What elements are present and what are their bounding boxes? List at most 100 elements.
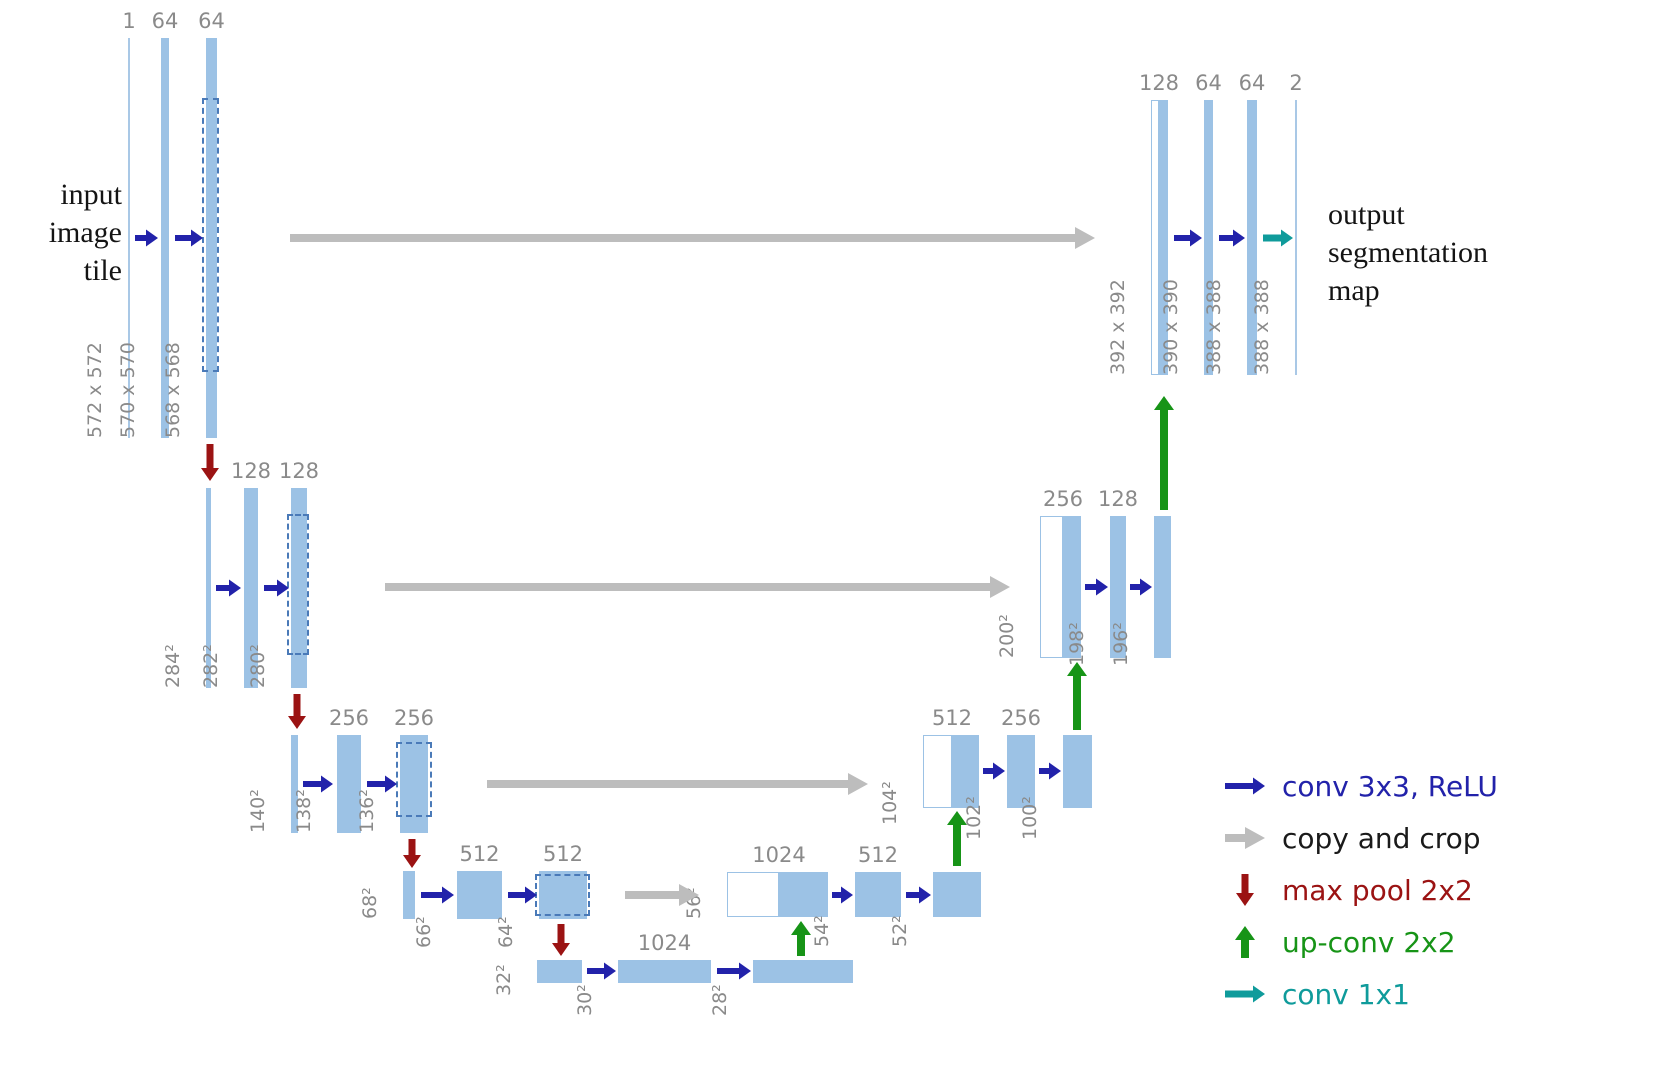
spatial-size-label: 280² — [247, 644, 269, 688]
channels-count-label: 64 — [1195, 71, 1222, 95]
channels-count-label: 512 — [542, 842, 584, 866]
feature-map-bar — [855, 872, 901, 917]
channels-count-label: 1 — [122, 9, 136, 33]
feature-map-bar — [403, 871, 415, 919]
label-line: image — [48, 216, 122, 249]
upconv-arrow-icon — [1235, 926, 1255, 958]
channels-count-label: 64 — [151, 9, 179, 33]
legend-item-conv-1x1: conv 1x1 — [1218, 974, 1498, 1014]
conv1x1-arrow-icon — [1225, 985, 1265, 1003]
feature-map-bar — [244, 488, 258, 688]
spatial-size-label: 30² — [574, 984, 596, 1016]
feature-map-bar — [539, 871, 587, 919]
feature-map-bar — [753, 960, 853, 983]
spatial-size-label: 66² — [413, 916, 435, 948]
feature-map-bar — [291, 488, 307, 688]
feature-map-bar — [1295, 100, 1297, 375]
legend-label-conv-1x1: conv 1x1 — [1282, 977, 1410, 1011]
feature-map-bar — [1110, 516, 1126, 658]
legend-label-copy-and-crop: copy and crop — [1282, 821, 1481, 855]
spatial-size-label: 200² — [996, 614, 1018, 658]
spatial-size-label: 388 x 388 — [1203, 279, 1225, 375]
label-line: segmentation — [1328, 236, 1488, 269]
spatial-size-label: 104² — [879, 781, 901, 825]
crop-region-overlay — [202, 98, 219, 372]
channels-count-label: 512 — [931, 706, 973, 730]
legend-label-conv-3x3-relu: conv 3x3, ReLU — [1282, 769, 1498, 803]
spatial-size-label: 68² — [359, 887, 381, 919]
feature-map-copied-bar — [727, 872, 779, 917]
feature-map-copied-bar — [1151, 100, 1159, 375]
feature-map-bar — [779, 872, 828, 917]
legend-item-up-conv-2x2: up-conv 2x2 — [1218, 922, 1498, 962]
channels-count-label: 128 — [230, 459, 272, 483]
spatial-size-label: 140² — [247, 789, 269, 833]
up-conv-2x2-arrow-icon — [1235, 926, 1255, 958]
spatial-size-label: 390 x 390 — [1160, 279, 1182, 375]
conv-3x3-relu-arrow-icon — [1225, 777, 1265, 795]
conv-1x1-icon-box — [1218, 981, 1272, 1007]
spatial-size-label: 568 x 568 — [162, 342, 184, 438]
pool-arrow-icon — [1236, 874, 1254, 906]
legend-item-max-pool-2x2: max pool 2x2 — [1218, 870, 1498, 910]
label-line: output — [1328, 198, 1405, 231]
copy-arrow-icon — [1225, 827, 1265, 849]
channels-count-label: 1024 — [752, 843, 806, 867]
feature-map-bar — [952, 735, 979, 808]
conv-3x3-relu-icon-box — [1218, 773, 1272, 799]
legend: conv 3x3, ReLU copy and crop max pool 2x2 u… — [1218, 766, 1498, 1014]
channels-count-label: 2 — [1289, 71, 1303, 95]
feature-map-bar — [537, 960, 582, 983]
channels-count-label: 256 — [1000, 706, 1042, 730]
spatial-size-label: 28² — [709, 984, 731, 1016]
feature-map-bar — [1063, 516, 1081, 658]
spatial-size-label: 136² — [356, 789, 378, 833]
feature-map-bar — [1204, 100, 1213, 375]
spatial-size-label: 56² — [683, 887, 705, 919]
feature-map-bar — [291, 735, 298, 833]
max-pool-2x2-icon-box — [1218, 871, 1272, 909]
copy-and-crop-icon-box — [1218, 825, 1272, 851]
output-segmentation-map-label: output segmentation map — [1328, 196, 1618, 310]
spatial-size-label: 388 x 388 — [1251, 279, 1273, 375]
input-image-tile-label: input image tile — [18, 176, 122, 290]
feature-map-bar — [1247, 100, 1257, 375]
feature-map-bar — [1007, 735, 1035, 808]
feature-map-bar — [933, 872, 981, 917]
label-line: tile — [83, 254, 122, 287]
feature-map-copied-bar — [923, 735, 952, 808]
label-line: input — [60, 178, 122, 211]
crop-region-overlay — [535, 874, 590, 916]
spatial-size-label: 100² — [1019, 796, 1041, 840]
channels-count-label: 512 — [459, 842, 500, 866]
up-conv-2x2-icon-box — [1218, 923, 1272, 961]
crop-region-overlay — [396, 742, 432, 817]
channels-count-label: 512 — [857, 843, 899, 867]
channels-count-label: 64 — [1238, 71, 1266, 95]
spatial-size-label: 64² — [495, 916, 517, 948]
label-line: map — [1328, 274, 1380, 307]
feature-map-copied-bar — [1040, 516, 1063, 658]
spatial-size-label: 138² — [293, 789, 315, 833]
spatial-size-label: 572 x 572 — [84, 342, 106, 438]
feature-map-bar — [1159, 100, 1168, 375]
channels-count-label: 256 — [1042, 487, 1084, 511]
conv-arrow-icon — [1225, 777, 1265, 795]
feature-map-bar — [337, 735, 361, 833]
conv-1x1-arrow-icon — [1225, 985, 1265, 1003]
legend-label-up-conv-2x2: up-conv 2x2 — [1282, 925, 1456, 959]
channels-count-label: 256 — [328, 706, 370, 730]
feature-map-bar — [206, 38, 217, 438]
channels-count-label: 128 — [1138, 71, 1180, 95]
feature-map-bar — [457, 871, 502, 919]
spatial-size-label: 282² — [200, 644, 222, 688]
legend-item-conv-3x3-relu: conv 3x3, ReLU — [1218, 766, 1498, 806]
spatial-size-label: 196² — [1110, 622, 1132, 666]
spatial-size-label: 52² — [889, 915, 911, 947]
spatial-size-label: 198² — [1066, 622, 1088, 666]
feature-map-bar — [206, 488, 211, 688]
copy-and-crop-arrow-icon — [1225, 827, 1265, 849]
feature-map-bar — [618, 960, 711, 983]
spatial-size-label: 570 x 570 — [117, 342, 139, 438]
